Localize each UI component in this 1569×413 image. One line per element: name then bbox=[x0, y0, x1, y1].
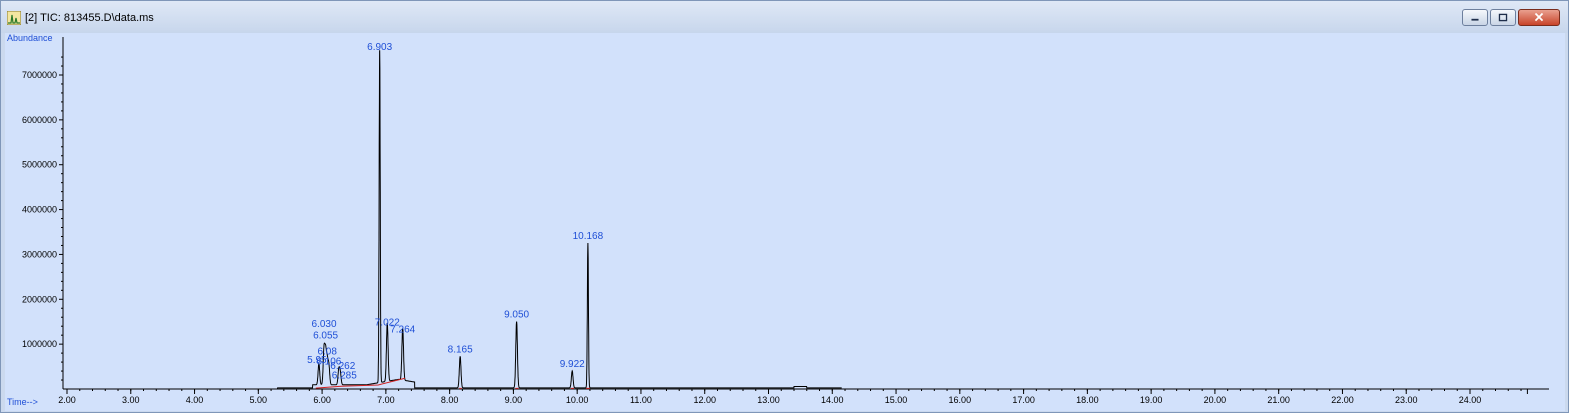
x-tick-label: 23.00 bbox=[1395, 395, 1418, 405]
chromatogram-icon bbox=[7, 11, 21, 25]
y-tick-label: 4000000 bbox=[22, 205, 57, 215]
x-tick-label: 19.00 bbox=[1140, 395, 1163, 405]
y-tick-label: 7000000 bbox=[22, 70, 57, 80]
window-title: [2] TIC: 813455.D\data.ms bbox=[25, 12, 154, 24]
y-tick-label: 6000000 bbox=[22, 115, 57, 125]
peak-label: 6.055 bbox=[313, 331, 338, 342]
y-axis-label: Abundance bbox=[7, 33, 53, 43]
x-tick-label: 20.00 bbox=[1204, 395, 1227, 405]
peak-label: 9.050 bbox=[504, 310, 529, 321]
restore-button[interactable] bbox=[1490, 9, 1516, 26]
y-tick-label: 2000000 bbox=[22, 294, 57, 304]
y-tick-label: 3000000 bbox=[22, 249, 57, 259]
x-tick-label: 15.00 bbox=[885, 395, 908, 405]
x-tick-label: 11.00 bbox=[630, 395, 652, 405]
x-tick-label: 18.00 bbox=[1076, 395, 1099, 405]
peak-label: 6.030 bbox=[311, 319, 336, 330]
peak-label: 7.264 bbox=[390, 324, 415, 335]
y-tick-label: 1000000 bbox=[22, 339, 57, 349]
x-tick-label: 21.00 bbox=[1267, 395, 1290, 405]
close-button[interactable] bbox=[1518, 9, 1560, 26]
chromatogram-plot[interactable]: Abundance Time--> 1000000 2000000 3000000 4… bbox=[5, 33, 1565, 411]
peak-label: 6.08 bbox=[317, 347, 337, 358]
x-tick-label: 24.00 bbox=[1459, 395, 1482, 405]
x-tick-label: 22.00 bbox=[1331, 395, 1354, 405]
x-tick-label: 9.00 bbox=[505, 395, 523, 405]
minimize-icon bbox=[1471, 18, 1479, 21]
x-axis-label: Time--> bbox=[7, 397, 38, 407]
tic-trace bbox=[274, 50, 842, 390]
peak-label: 6.903 bbox=[367, 42, 392, 53]
x-tick-label: 14.00 bbox=[821, 395, 844, 405]
chart-canvas: 1000000 2000000 3000000 4000000 5000000 60000… bbox=[22, 37, 1549, 405]
peak-label: 7.022 bbox=[375, 318, 400, 329]
x-tick-label: 8.00 bbox=[441, 395, 459, 405]
restore-icon bbox=[1498, 13, 1508, 22]
x-tick-label: 10.00 bbox=[566, 395, 589, 405]
peak-label: 5.95 bbox=[307, 355, 327, 366]
peak-label: 10.168 bbox=[573, 231, 604, 242]
close-icon bbox=[1534, 12, 1544, 22]
peak-label: 6.285 bbox=[332, 370, 357, 381]
integration-baseline bbox=[315, 377, 590, 389]
y-tick-label: 5000000 bbox=[22, 160, 57, 170]
peak-label: 6.262 bbox=[330, 361, 355, 372]
x-tick-label: 12.00 bbox=[693, 395, 716, 405]
x-tick-label: 17.00 bbox=[1012, 395, 1035, 405]
window-controls bbox=[1462, 9, 1560, 27]
peak-label: 9.922 bbox=[560, 359, 585, 370]
x-tick-label: 4.00 bbox=[186, 395, 204, 405]
peak-label: 6.106 bbox=[316, 357, 341, 368]
x-tick-label: 13.00 bbox=[757, 395, 780, 405]
x-tick-label: 2.00 bbox=[58, 395, 76, 405]
x-tick-label: 5.00 bbox=[250, 395, 268, 405]
x-tick-label: 7.00 bbox=[377, 395, 395, 405]
title-bar[interactable]: [2] TIC: 813455.D\data.ms bbox=[1, 1, 1568, 33]
peak-label: 8.165 bbox=[448, 345, 473, 356]
x-tick-label: 3.00 bbox=[122, 395, 140, 405]
x-tick-label: 16.00 bbox=[949, 395, 972, 405]
x-tick-label: 6.00 bbox=[313, 395, 331, 405]
minimize-button[interactable] bbox=[1462, 9, 1488, 26]
